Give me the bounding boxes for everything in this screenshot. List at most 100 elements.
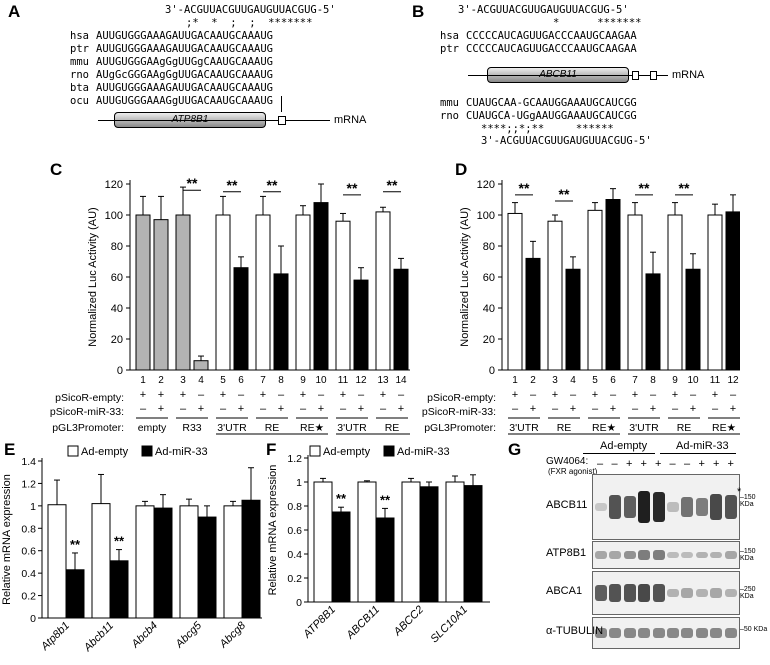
y-tick-label: 60: [483, 272, 495, 284]
sig-marker: **: [387, 177, 398, 193]
sign-mir33: –: [632, 403, 639, 415]
blot-band: [638, 550, 651, 560]
bar: [295, 214, 311, 371]
y-tick-label: 0.4: [287, 549, 302, 561]
species-label: ptr: [440, 43, 459, 55]
category-label: SLC10A1: [428, 604, 470, 646]
row-label-mir33: pSicoR-miR-33:: [422, 406, 496, 418]
treatment-sign: –: [597, 458, 604, 470]
sign-mir33: +: [238, 403, 244, 415]
bar: [587, 209, 603, 371]
bar: [547, 220, 563, 371]
y-axis-title: Relative mRNA expression: [1, 474, 13, 605]
category-label: ABCB11: [344, 604, 382, 642]
species-label: bta: [70, 82, 89, 94]
y-tick-label: 100: [105, 210, 123, 222]
bar: [353, 279, 369, 371]
blot-band: [595, 627, 607, 639]
blot-band: [681, 497, 694, 517]
blot-band: [595, 584, 607, 602]
bar: [445, 481, 465, 603]
lane-number: 14: [395, 375, 407, 386]
y-tick-label: 120: [477, 179, 495, 191]
lane-number: 6: [238, 375, 244, 386]
blot-band: [623, 627, 636, 639]
sign-mir33: –: [300, 403, 307, 415]
category-label: Abcg5: [173, 619, 205, 651]
treatment-sign: +: [727, 458, 734, 470]
y-tick-label: 0.2: [287, 573, 302, 585]
sign-empty: +: [512, 389, 518, 401]
treatment-sign: +: [640, 458, 647, 470]
bar: [419, 486, 439, 603]
y-tick-label: 80: [483, 241, 495, 253]
species-label: rno: [70, 69, 89, 81]
blot-band: [623, 584, 636, 602]
treatment-sign: +: [698, 458, 705, 470]
blot-band: [667, 627, 679, 639]
lane-number: 11: [338, 375, 349, 386]
bar: [197, 516, 217, 619]
sign-empty: –: [238, 389, 245, 401]
y-axis-title: Normalized Luc Activity (AU): [87, 207, 99, 346]
bar: [47, 504, 67, 619]
sign-empty: –: [730, 389, 737, 401]
y-tick-label: 1.2: [21, 478, 36, 490]
blot-band: [681, 588, 694, 598]
bar: [135, 214, 151, 371]
legend-label-mir33: Ad-miR-33: [397, 446, 450, 458]
y-tick-label: 0.8: [21, 523, 36, 535]
chart-d: 0 20 40 60 80 100 120 Normalized Luc Activity (…: [422, 179, 740, 435]
mrna-line-a: [98, 120, 330, 121]
lane-number: 4: [198, 375, 204, 386]
sig-marker: **: [336, 491, 347, 506]
group-label: RE: [677, 422, 692, 434]
panel-label-g: G: [508, 440, 522, 459]
lane-number: 8: [650, 375, 656, 386]
species-label: hsa: [440, 30, 459, 42]
sign-empty: +: [592, 389, 598, 401]
size-marker: –50 KDa: [740, 626, 768, 633]
bar: [645, 273, 661, 371]
bar: [375, 517, 395, 603]
sign-empty: +: [140, 389, 146, 401]
utr-box-b2: [650, 71, 657, 80]
utr-box-a: [278, 116, 286, 125]
legend-label-empty: Ad-empty: [323, 446, 371, 458]
y-axis-title: Normalized Luc Activity (AU): [459, 207, 471, 346]
y-tick-label: 20: [111, 334, 123, 346]
legend-swatch-empty: [67, 445, 79, 457]
y-tick-label: 40: [111, 303, 123, 315]
lane-number: 1: [140, 375, 146, 386]
sign-mir33: –: [220, 403, 227, 415]
bar: [153, 219, 169, 371]
group-line-empty: [583, 453, 655, 454]
lane-number: 2: [158, 375, 164, 386]
y-tick-label: 0: [489, 365, 495, 377]
sig-marker: **: [267, 177, 278, 193]
sign-empty: +: [340, 389, 346, 401]
blot-band: [724, 494, 737, 520]
lane-number: 8: [278, 375, 284, 386]
row-label-empty: pSicoR-empty:: [55, 392, 124, 404]
chart-c: 0 20 40 60 80 100 120 Normalized Luc Activity (…: [50, 175, 410, 435]
pairing-b-top: * *******: [553, 17, 642, 29]
sign-empty: +: [158, 389, 164, 401]
sign-empty: –: [318, 389, 325, 401]
blot-band: [609, 551, 622, 559]
sign-empty: –: [610, 389, 617, 401]
treatment-note: (FXR agonist): [548, 467, 598, 476]
sign-empty: +: [300, 389, 306, 401]
sig-marker: **: [559, 186, 570, 202]
nonspecific-band-marker: *: [737, 486, 742, 498]
blot-band: [681, 627, 694, 639]
blot-band: [710, 551, 723, 559]
row-label-empty: pSicoR-empty:: [427, 392, 496, 404]
bar: [91, 503, 111, 619]
y-tick-label: 40: [483, 303, 495, 315]
sign-empty: –: [398, 389, 405, 401]
lane-number: 6: [610, 375, 616, 386]
sign-mir33: +: [650, 403, 656, 415]
bar: [685, 268, 701, 371]
blot-label: α-TUBULIN: [546, 625, 604, 637]
